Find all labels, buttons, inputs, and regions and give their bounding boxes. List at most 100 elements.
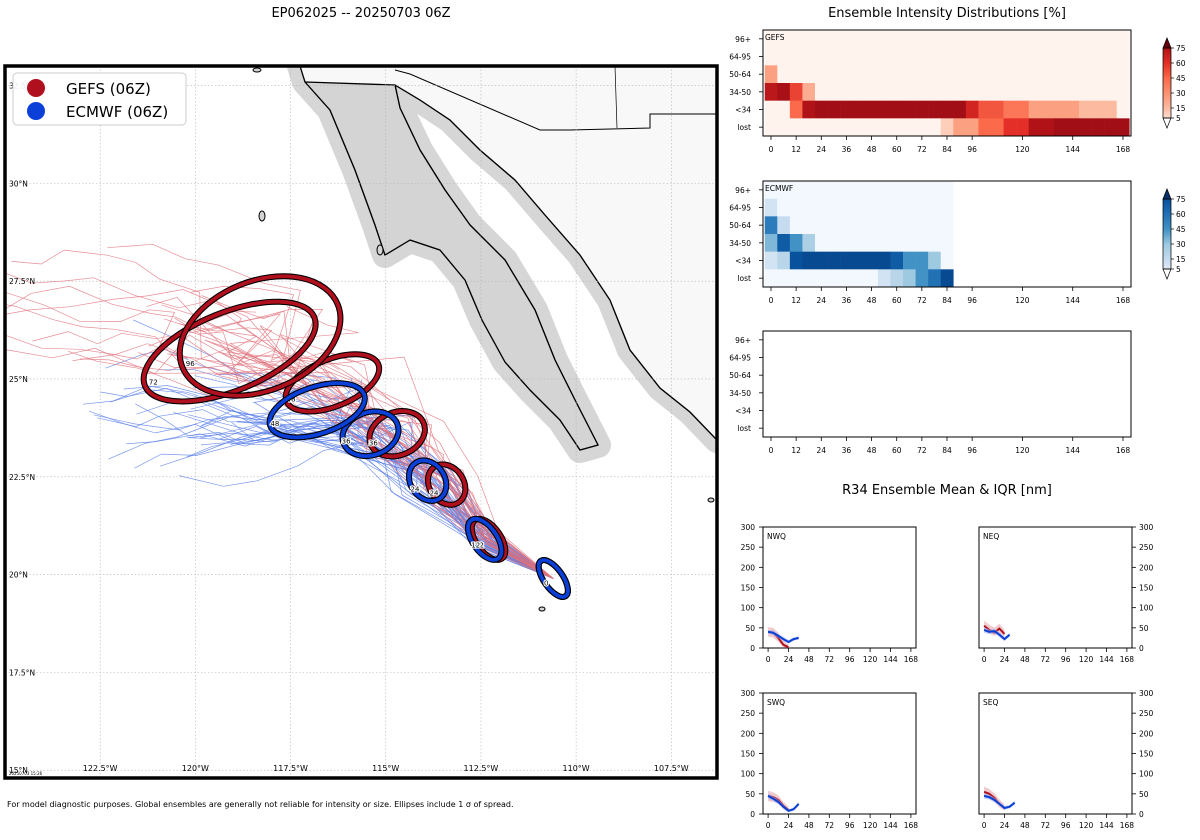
colorbar-band	[1163, 266, 1171, 268]
heatmap-cell	[840, 251, 854, 270]
heatmap-cell	[840, 47, 854, 66]
heatmap-cell	[764, 100, 778, 119]
r34-xtick-label: 48	[1020, 821, 1030, 830]
heatmap-cell	[865, 234, 879, 252]
colorbar-band	[1163, 211, 1171, 213]
figure-footer: For model diagnostic purposes. Global en…	[7, 800, 514, 809]
heatmap-cell	[940, 198, 954, 217]
heatmap-cell	[1028, 30, 1042, 48]
colorbar-band	[1163, 205, 1171, 207]
r34-xtick-label: 48	[1020, 655, 1030, 664]
heatmap-cell	[1066, 47, 1080, 66]
colorbar-tick-label: 60	[1176, 59, 1186, 68]
colorbar-band	[1163, 91, 1171, 93]
heatmap-cell	[915, 118, 929, 137]
heatmap-row-label: 64-95	[729, 354, 751, 363]
colorbar-band	[1163, 267, 1171, 269]
r34-xtick-label: 96	[845, 655, 855, 664]
heatmap-cell	[1041, 83, 1055, 101]
heatmap-cell	[840, 100, 854, 119]
heatmap-cell	[915, 30, 929, 48]
heatmap-cell	[915, 100, 929, 119]
figure-title: EP062025 -- 20250703 06Z	[271, 6, 450, 21]
heatmap-cell	[1053, 65, 1067, 84]
heatmap-cell	[815, 216, 828, 235]
ensemble-member-track	[5, 289, 554, 579]
colorbar-band	[1163, 111, 1171, 113]
heatmap-cell	[852, 181, 866, 199]
r34-xtick-label: 48	[804, 655, 814, 664]
r34-ecmwf-iqr-band	[984, 793, 1015, 810]
r34-ytick-label: 150	[741, 584, 756, 593]
heatmap-cell	[789, 118, 803, 137]
r34-xtick-label: 24	[1000, 655, 1010, 664]
lat-tick-label: 15°N	[9, 766, 28, 775]
heatmap-cell	[1041, 65, 1055, 84]
lon-tick-label: 117.5°W	[273, 764, 308, 773]
colorbar-band	[1163, 107, 1171, 109]
colorbar-band	[1163, 104, 1171, 106]
heatmap-cell	[1041, 118, 1055, 137]
heatmap-cell	[940, 118, 954, 137]
colorbar-band	[1163, 256, 1171, 258]
heatmap-cell	[865, 181, 879, 199]
colorbar-tick-label: 15	[1176, 255, 1186, 264]
spread-ellipse	[267, 381, 367, 440]
heatmap-cell	[777, 251, 791, 270]
heatmap-xtick-label: 24	[817, 446, 827, 455]
spread-ellipse	[141, 299, 318, 404]
lon-tick-label: 110°W	[563, 764, 590, 773]
ensemble-member-track	[146, 297, 554, 579]
colorbar-band	[1163, 57, 1171, 59]
ellipse-hour-label: 24	[411, 486, 420, 494]
colorbar-band	[1163, 202, 1171, 204]
r34-ecmwf-mean-line	[767, 630, 799, 644]
heatmap-cell	[877, 118, 891, 137]
ellipse-hour-label: 36	[342, 438, 351, 446]
heatmap-cell	[827, 216, 841, 235]
heatmap-xtick-label: 144	[1066, 296, 1081, 305]
colorbar-band	[1163, 85, 1171, 87]
heatmap-cell	[1104, 83, 1118, 101]
heatmap-cell	[764, 65, 778, 84]
heatmap-cell	[789, 181, 803, 199]
colorbar-band	[1163, 88, 1171, 90]
heatmap-cell	[1079, 118, 1092, 137]
heatmap-row-label: 50-64	[729, 371, 751, 380]
heatmap-xtick-label: 96	[967, 446, 977, 455]
heatmap-cell	[940, 269, 954, 288]
lat-tick-label: 25°N	[9, 375, 28, 384]
heatmap-cell	[1091, 65, 1105, 84]
heatmap-cell	[815, 100, 828, 119]
r34-panel-seq: SEQ 0 24 48 72 96 120 144 168 0 50 100 150 200 250 300	[978, 689, 1154, 830]
heatmap-cell	[1066, 118, 1080, 137]
heatmap-row-label: <34	[735, 106, 751, 115]
colorbar-band	[1163, 94, 1171, 96]
colorbar-band	[1163, 251, 1171, 253]
colorbar-band	[1163, 60, 1171, 62]
colorbar-band	[1163, 98, 1171, 100]
ellipse-hour-label: 12	[475, 542, 484, 550]
heatmap-cell	[789, 30, 803, 48]
heatmap-cell	[1066, 65, 1080, 84]
heatmap-cell	[827, 100, 841, 119]
heatmap-cell	[940, 30, 954, 48]
heatmap-cell	[1091, 83, 1105, 101]
ellipse-hour-label: 72	[149, 378, 158, 386]
heatmap-cell	[764, 216, 778, 235]
ellipse-hour-label: 36	[369, 439, 378, 447]
heatmap-cell	[903, 100, 916, 119]
heatmap-cell	[978, 83, 992, 101]
heatmap-xtick-label: 168	[1116, 145, 1131, 154]
heatmap-cell	[802, 234, 816, 252]
heatmap-cell	[815, 269, 828, 288]
heatmap-xtick-label: 48	[867, 446, 877, 455]
heatmap-cell	[815, 181, 828, 199]
heatmap-cell	[789, 83, 803, 101]
colorbar-tick-label: 15	[1176, 104, 1186, 113]
ellipse-hour-label: 12	[471, 542, 480, 550]
r34-frame	[978, 692, 1133, 815]
colorbar-tick-label: 5	[1176, 265, 1181, 274]
colorbar-band	[1163, 105, 1171, 107]
